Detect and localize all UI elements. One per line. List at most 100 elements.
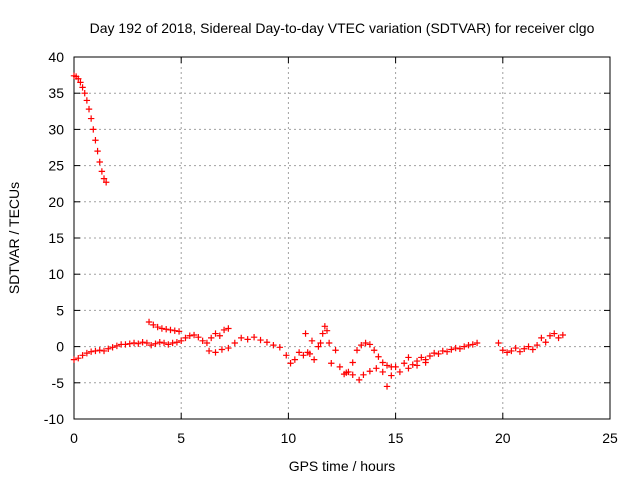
data-point [250,333,258,341]
data-point [400,360,408,367]
x-axis-label: GPS time / hours [289,458,396,474]
data-point [435,350,442,358]
data-point [559,331,567,339]
data-point [231,339,238,347]
y-tick-label: 5 [56,302,64,318]
y-tick-label: 15 [48,230,64,246]
data-point [319,330,326,337]
data-point [173,339,181,346]
data-point [328,360,335,367]
y-tick-label: 10 [48,266,64,282]
data-point [147,341,155,349]
data-point [169,339,176,347]
data-point [426,352,434,360]
data-point [218,346,226,353]
data-point [98,168,106,175]
data-point [156,339,163,346]
data-point [546,332,554,339]
data-point [521,345,528,352]
data-point [495,339,502,347]
data-point [343,369,350,376]
data-point [512,344,519,352]
data-point [418,354,425,361]
data-point [100,175,108,182]
data-point [105,345,112,352]
x-tick-label: 25 [602,430,618,446]
data-point [208,334,215,342]
data-point [508,347,515,355]
data-point [77,79,84,86]
data-point [538,334,545,342]
data-point [171,327,178,334]
data-point [283,352,290,359]
data-point [244,336,251,343]
data-point [79,352,86,359]
y-tick-label: -5 [52,375,65,391]
data-point [143,339,151,347]
data-point [83,349,91,357]
data-point [199,337,206,345]
data-point [160,339,168,347]
data-point [422,359,429,366]
data-point [413,362,421,369]
data-point [238,334,245,342]
data-point [529,346,537,353]
y-tick-label: 0 [56,339,64,355]
data-point [162,326,170,333]
data-point [113,342,121,350]
data-point [96,158,103,166]
data-point [94,147,101,155]
data-point [167,326,174,334]
data-point [383,383,391,390]
data-point [315,343,322,350]
data-point [373,365,380,372]
data-point [499,347,506,354]
data-point [383,362,391,369]
data-point [100,347,108,355]
data-point [257,336,264,344]
data-point [87,348,95,355]
data-point [287,360,294,367]
data-point [465,341,472,349]
data-point [182,334,189,342]
x-tick-label: 5 [177,430,185,446]
data-point [90,126,97,133]
data-point [150,321,157,329]
data-point [525,343,532,350]
data-point [308,337,316,345]
data-point [516,348,524,355]
data-point [158,325,166,332]
data-point [139,339,146,346]
data-point [533,341,541,349]
data-point [310,356,318,363]
chart-title: Day 192 of 2018, Sidereal Day-to-day VTE… [90,20,595,36]
data-point [130,339,138,347]
data-point [555,334,562,342]
data-point [360,371,367,379]
data-point [375,353,382,360]
y-tick-label: -10 [44,411,64,427]
data-point [370,347,378,354]
x-tick-label: 10 [281,430,297,446]
data-point [551,330,558,337]
data-point [220,326,228,334]
data-point [186,332,193,339]
data-point [154,323,161,331]
data-point [353,347,361,354]
data-point [332,347,339,354]
data-point [456,345,464,352]
x-tick-label: 15 [388,430,404,446]
data-point [396,368,404,376]
data-point [302,330,309,337]
y-tick-label: 20 [48,194,64,210]
data-point [452,344,459,352]
y-axis-label: SDTVAR / TECUs [6,182,22,294]
data-point [300,352,307,359]
y-tick-label: 40 [48,49,64,65]
data-point [295,349,303,356]
data-point [362,339,369,347]
data-point [122,341,129,348]
data-point [379,359,386,366]
data-point [349,359,356,366]
data-point [190,331,198,339]
